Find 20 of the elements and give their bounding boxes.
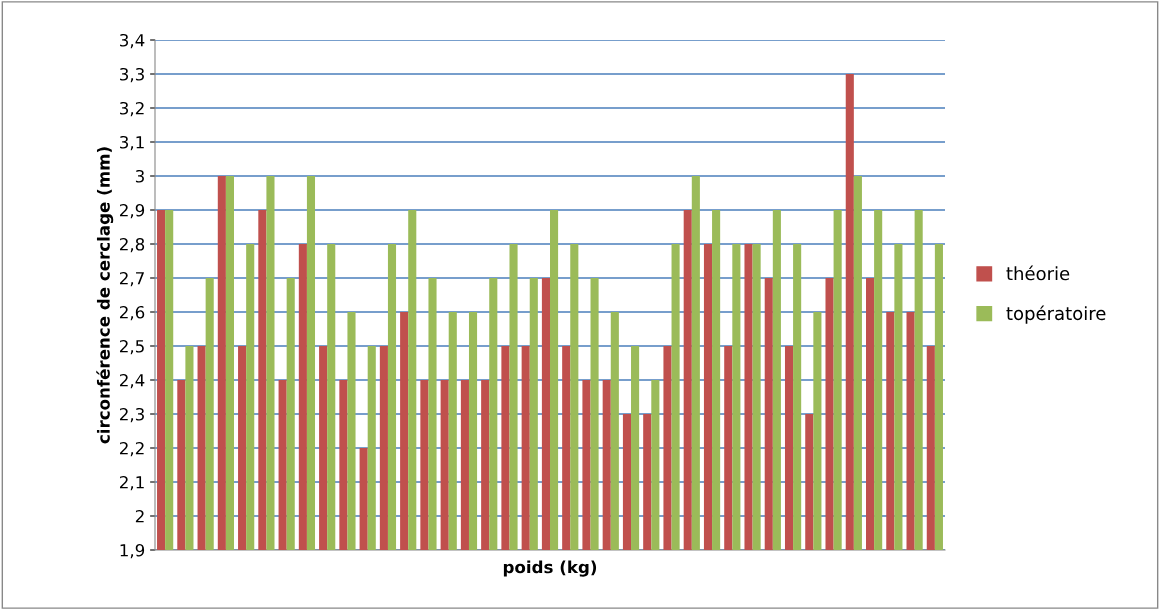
- y-tick-label: 3,4: [120, 33, 145, 49]
- legend-label: topératoire: [1006, 305, 1106, 324]
- y-tick-label: 2,7: [119, 271, 144, 287]
- y-tick-label: 2: [135, 509, 144, 523]
- y-tick-label: 2,1: [119, 475, 144, 491]
- legend-label: théorie: [1006, 265, 1070, 281]
- y-tick-label: 2,5: [119, 339, 144, 355]
- x-axis-title: poids (kg): [503, 560, 597, 577]
- y-tick-label: 2,2: [119, 441, 144, 457]
- y-tick-label: 3,1: [120, 135, 144, 151]
- y-tick-label: 2,4: [119, 373, 145, 389]
- y-tick-label: 2,9: [119, 203, 145, 219]
- y-tick-label: 1,9: [120, 543, 145, 559]
- y-tick-label: 3,2: [120, 101, 144, 117]
- y-tick-label: 3: [135, 169, 144, 183]
- y-tick-label: 2,8: [119, 237, 145, 253]
- y-axis-title: circonférence de cerclage (mm): [96, 147, 114, 444]
- y-tick-label: 2,6: [119, 305, 145, 321]
- y-tick-label: 2,3: [119, 407, 144, 423]
- y-tick-label: 3,3: [120, 67, 144, 83]
